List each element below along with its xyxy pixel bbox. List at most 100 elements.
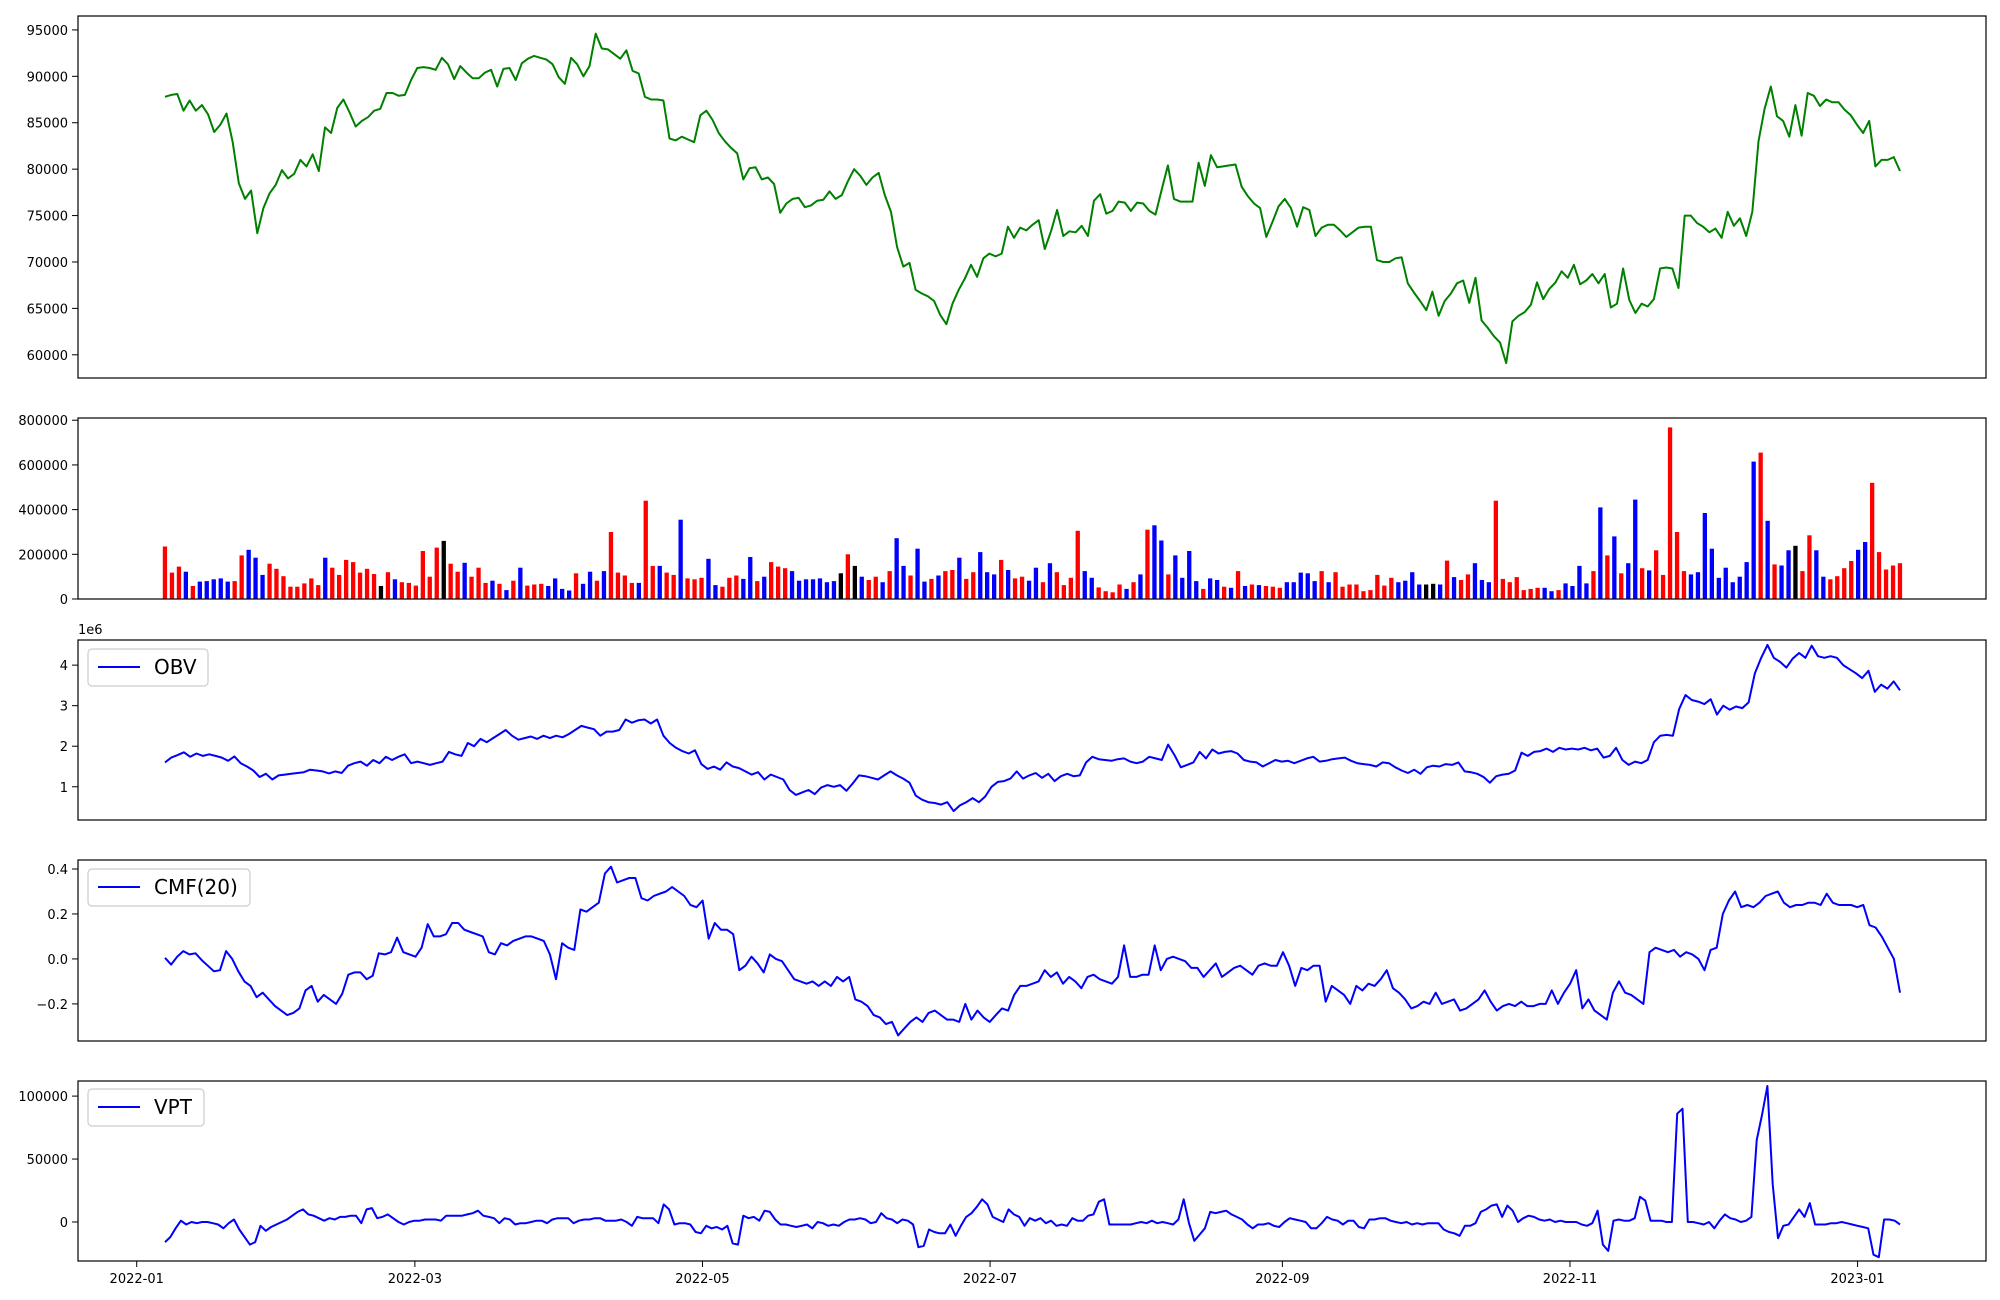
volume-bar: [1570, 586, 1575, 599]
volume-bar: [880, 582, 885, 599]
volume-bar: [281, 576, 286, 599]
volume-bar: [1716, 577, 1721, 599]
volume-bar: [1326, 582, 1331, 599]
volume-bar: [573, 573, 579, 599]
volume-bar: [1305, 573, 1310, 599]
vpt-ytick-label: 50000: [27, 1153, 68, 1168]
volume-bar: [1654, 550, 1659, 599]
volume-bar: [1396, 582, 1401, 599]
vpt-plot-layer: [164, 1085, 1901, 1259]
volume-bar: [239, 555, 244, 599]
volume-bar: [1277, 587, 1282, 599]
volume-bar: [1012, 578, 1018, 599]
cmf-plot-layer: [164, 865, 1901, 1037]
volume-bar: [546, 586, 551, 599]
volume-bar: [1019, 576, 1025, 599]
volume-bar: [922, 581, 927, 599]
volume-bar: [1033, 567, 1039, 599]
volume-bar: [1723, 567, 1728, 599]
vpt-panel: 0 50000 100000 VPT: [18, 1080, 1987, 1262]
volume-bar: [392, 579, 398, 599]
volume-bar: [1166, 574, 1171, 599]
volume-bar: [462, 562, 467, 599]
volume-bar: [337, 574, 342, 599]
volume-bar: [664, 572, 669, 599]
volume-bar: [950, 570, 955, 599]
volume-bar: [769, 562, 774, 599]
volume-bar: [1054, 572, 1059, 599]
price-ytick-label: 75000: [27, 210, 68, 225]
volume-bar: [706, 558, 711, 599]
volume-bar: [1075, 530, 1080, 599]
volume-bar: [789, 571, 795, 599]
vpt-ytick-layer: 0 50000 100000: [18, 1090, 78, 1231]
volume-bar: [1521, 590, 1526, 599]
volume-bar: [316, 585, 321, 599]
volume-bar: [1194, 581, 1199, 599]
volume-bar: [1451, 577, 1457, 599]
volume-bar: [580, 583, 586, 599]
cmf-legend: CMF(20): [87, 868, 251, 907]
volume-bar: [1493, 500, 1498, 599]
volume-bar: [1006, 570, 1011, 599]
volume-bar: [1758, 452, 1763, 599]
volume-bar: [1584, 583, 1589, 599]
volume-bar: [295, 586, 300, 599]
volume-bar: [1096, 587, 1101, 599]
volume-bar: [1208, 578, 1213, 599]
volume-ytick-label: 800000: [18, 414, 68, 429]
volume-bar: [1695, 572, 1701, 599]
volume-bar: [1389, 577, 1394, 599]
volume-bar: [553, 578, 558, 599]
volume-bar: [1507, 582, 1512, 599]
volume-bar: [1249, 584, 1255, 599]
volume-bar: [1270, 586, 1275, 599]
volume-bar: [1319, 571, 1324, 599]
volume-bar: [1424, 584, 1429, 599]
volume-bar: [225, 581, 230, 599]
volume-bar: [525, 585, 530, 599]
volume-bar: [831, 581, 837, 599]
obv-legend: OBV: [87, 648, 209, 687]
volume-bar: [1479, 580, 1485, 599]
volume-bar: [490, 580, 495, 599]
volume-bar: [1110, 592, 1115, 599]
volume-bar: [650, 565, 655, 599]
volume-bar: [1856, 549, 1861, 599]
volume-ytick-layer: 0 200000 400000 600000 800000: [18, 414, 78, 608]
volume-bar: [1438, 584, 1443, 599]
volume-bar: [455, 571, 460, 599]
volume-bar: [1835, 576, 1840, 599]
volume-bar: [364, 568, 370, 599]
volume-bar: [713, 585, 718, 599]
volume-bar: [601, 571, 607, 599]
volume-bar: [183, 571, 188, 599]
obv-ytick-layer: 1 2 3 4: [60, 659, 78, 796]
volume-bar: [1828, 579, 1833, 599]
volume-panel: 0 200000 400000 600000 800000: [18, 414, 1987, 608]
volume-bar: [260, 574, 265, 599]
volume-bar: [796, 580, 802, 599]
obv-panel: 1 2 3 4 1e6 OBV: [60, 623, 1987, 821]
volume-ytick-label: 400000: [18, 504, 68, 519]
vpt-legend-box: [87, 1088, 205, 1127]
volume-bar: [1263, 586, 1269, 599]
obv-ytick-label: 3: [60, 700, 68, 715]
volume-bar: [629, 582, 634, 599]
volume-bar: [532, 584, 537, 599]
volume-bar: [357, 572, 363, 599]
volume-bar: [657, 565, 662, 599]
volume-bar: [1660, 574, 1666, 599]
volume-bar: [1138, 574, 1143, 599]
volume-bar: [1159, 540, 1164, 599]
volume-bar: [1647, 570, 1652, 599]
obv-legend-label: OBV: [154, 655, 197, 679]
volume-bar: [1681, 571, 1687, 599]
obv-legend-box: [87, 648, 209, 687]
volume-bar: [1103, 591, 1108, 599]
volume-bar: [1152, 525, 1157, 599]
x-tick-label: 2022-01: [110, 1272, 164, 1287]
volume-bar: [190, 586, 195, 599]
volume-bar: [197, 581, 202, 599]
volume-bar: [476, 567, 481, 599]
